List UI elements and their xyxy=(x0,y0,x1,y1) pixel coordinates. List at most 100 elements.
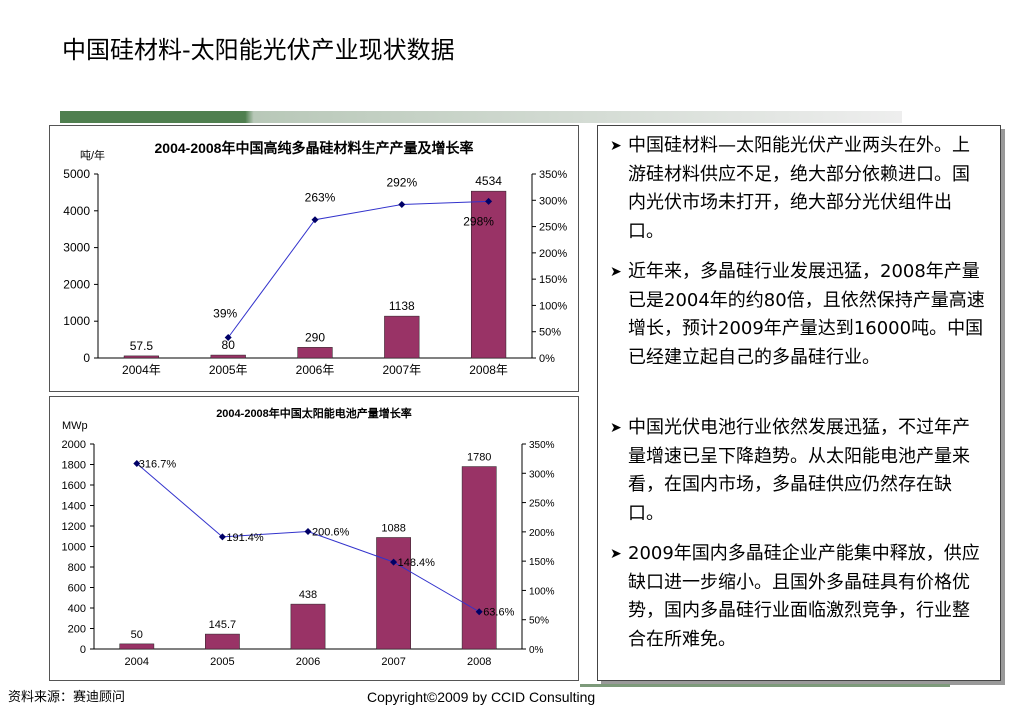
y2-tick-label: 300% xyxy=(529,469,555,480)
y2-tick-label: 300% xyxy=(539,195,567,207)
growth-rate-point xyxy=(390,558,398,566)
y2-tick-label: 0% xyxy=(529,645,544,656)
x-tick-label: 2006 xyxy=(296,656,320,668)
bar-value-label: 80 xyxy=(222,338,236,352)
bar-value-label: 438 xyxy=(299,589,317,601)
growth-rate-point xyxy=(133,460,141,468)
growth-rate-label: 200.6% xyxy=(312,527,350,539)
bar xyxy=(376,537,411,650)
bullet-item: ➤ 2009年国内多晶硅企业产能集中释放，供应缺口进一步缩小。且国外多晶硅具有价… xyxy=(610,540,986,654)
y-tick-label: 2000 xyxy=(63,277,90,291)
bullet-item: ➤ 中国光伏电池行业依然发展迅猛，不过年产量增速已呈下降趋势。从太阳能电池产量来… xyxy=(610,414,986,528)
x-tick-label: 2008年 xyxy=(469,363,508,377)
copyright-text: Copyright©2009 by CCID Consulting xyxy=(367,689,596,705)
x-tick-label: 2005 xyxy=(210,656,234,668)
growth-rate-point xyxy=(475,608,483,616)
x-tick-label: 2006年 xyxy=(296,363,335,377)
growth-rate-point xyxy=(224,333,232,341)
bar xyxy=(470,190,507,359)
y-tick-label: 0 xyxy=(80,644,86,656)
bar-value-label: 290 xyxy=(305,330,325,344)
y2-tick-label: 250% xyxy=(539,222,567,234)
y2-tick-label: 100% xyxy=(539,300,567,312)
bar-value-label: 50 xyxy=(131,629,143,641)
bullet-item: ➤ 近年来，多晶硅行业发展迅猛，2008年产量已是2004年的约80倍，且依然保… xyxy=(610,258,986,372)
x-tick-label: 2005年 xyxy=(209,363,248,377)
bar xyxy=(461,466,497,650)
x-tick-label: 2008 xyxy=(467,656,491,668)
y2-tick-label: 50% xyxy=(529,616,549,627)
y2-tick-label: 0% xyxy=(539,353,555,365)
page-title: 中国硅材料-太阳能光伏产业现状数据 xyxy=(62,36,455,64)
y-tick-label: 0 xyxy=(83,351,90,365)
bar xyxy=(210,354,246,359)
bullet-text: 近年来，多晶硅行业发展迅猛，2008年产量已是2004年的约80倍，且依然保持产… xyxy=(628,261,985,368)
bar xyxy=(384,315,420,359)
summary-text-panel: ➤ 中国硅材料—太阳能光伏产业两头在外。上游硅材料供应不足，绝大部分依赖进口。国… xyxy=(597,125,1001,681)
bar xyxy=(297,347,333,359)
bar-value-label: 4534 xyxy=(475,174,502,188)
bar-value-label: 1780 xyxy=(467,452,491,464)
arrow-bullet-icon: ➤ xyxy=(610,420,622,436)
y-tick-label: 1000 xyxy=(63,314,90,328)
y-tick-label: 400 xyxy=(68,603,86,615)
growth-rate-label: 292% xyxy=(386,175,417,189)
growth-rate-point xyxy=(398,200,406,208)
bar xyxy=(123,355,160,359)
growth-rate-label: 263% xyxy=(305,191,336,205)
y-tick-label: 600 xyxy=(68,583,86,595)
growth-rate-line xyxy=(227,200,489,338)
source-note: 资料来源：赛迪顾问 xyxy=(8,690,126,705)
bar xyxy=(290,603,326,650)
y-tick-label: 200 xyxy=(68,624,86,636)
x-tick-label: 2007 xyxy=(381,656,405,668)
y-tick-label: 1800 xyxy=(62,460,86,472)
bullet-text: 中国硅材料—太阳能光伏产业两头在外。上游硅材料供应不足，绝大部分依赖进口。国内光… xyxy=(628,135,970,242)
y2-tick-label: 200% xyxy=(529,528,555,539)
y-tick-label: 1600 xyxy=(62,480,86,492)
bar xyxy=(119,643,155,650)
solar-cell-output-chart-svg: 2004-2008年中国太阳能电池产量增长率 MWp 0 200 400 600 800 10… xyxy=(62,406,555,668)
y-tick-label: 5000 xyxy=(63,167,90,181)
polysilicon-output-chart: 2004-2008年中国高纯多晶硅材料生产产量及增长率吨/年 0 1000 2000 3… xyxy=(49,125,579,392)
bar-value-label: 1088 xyxy=(381,522,405,534)
y-tick-label: 1200 xyxy=(62,521,86,533)
growth-rate-point xyxy=(304,528,312,536)
chart-title: 2004-2008年中国太阳能电池产量增长率 xyxy=(216,406,412,420)
y-tick-label: 1000 xyxy=(62,542,86,554)
title-underline-bar xyxy=(60,111,902,123)
growth-rate-point xyxy=(218,533,226,541)
y2-tick-label: 50% xyxy=(539,327,561,339)
bar-value-label: 1138 xyxy=(389,299,415,313)
y-tick-label: 4000 xyxy=(63,204,90,218)
y2-tick-label: 350% xyxy=(529,440,555,451)
chart-title: 2004-2008年中国高纯多晶硅材料生产产量及增长率 xyxy=(155,140,474,156)
y-axis-unit-label: 吨/年 xyxy=(80,148,105,162)
growth-rate-label: 39% xyxy=(213,306,237,320)
bar-value-label: 145.7 xyxy=(209,619,237,631)
y-tick-label: 2000 xyxy=(62,439,86,451)
arrow-bullet-icon: ➤ xyxy=(610,264,622,280)
x-tick-label: 2004年 xyxy=(122,363,161,377)
bullet-text: 中国光伏电池行业依然发展迅猛，不过年产量增速已呈下降趋势。从太阳能电池产量来看，… xyxy=(628,417,970,524)
growth-rate-point xyxy=(485,197,493,205)
y-tick-label: 3000 xyxy=(63,241,90,255)
arrow-bullet-icon: ➤ xyxy=(610,138,622,154)
y2-tick-label: 200% xyxy=(539,248,567,260)
y2-tick-label: 350% xyxy=(539,169,567,181)
bar xyxy=(205,633,240,650)
y2-tick-label: 150% xyxy=(539,274,567,286)
growth-rate-point xyxy=(311,216,319,224)
y-axis-unit-label: MWp xyxy=(62,420,88,432)
arrow-bullet-icon: ➤ xyxy=(610,546,622,562)
x-tick-label: 2007年 xyxy=(382,363,421,377)
bullet-item: ➤ 中国硅材料—太阳能光伏产业两头在外。上游硅材料供应不足，绝大部分依赖进口。国… xyxy=(610,132,986,246)
x-tick-label: 2004 xyxy=(125,656,149,668)
y-tick-label: 1400 xyxy=(62,501,86,513)
growth-rate-label: 63.6% xyxy=(483,607,514,619)
y2-tick-label: 250% xyxy=(529,499,555,510)
solar-cell-output-chart: 2004-2008年中国太阳能电池产量增长率 MWp 0 200 400 600 800 10… xyxy=(49,396,579,681)
bullet-text: 2009年国内多晶硅企业产能集中释放，供应缺口进一步缩小。且国外多晶硅具有价格优… xyxy=(628,543,980,650)
growth-rate-label: 298% xyxy=(463,214,494,228)
